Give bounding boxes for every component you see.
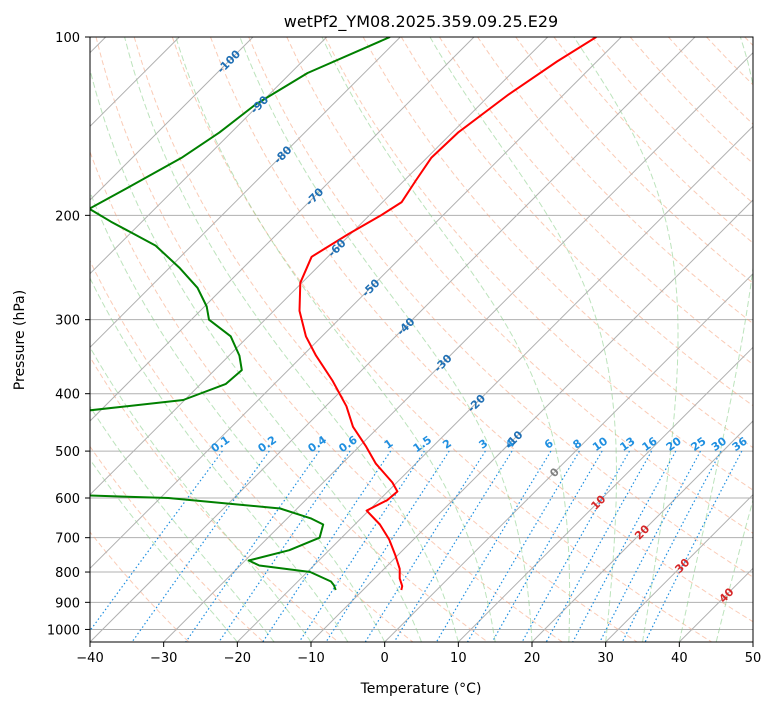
x-tick-label: −10	[297, 651, 324, 666]
dry-adiabat	[95, 37, 563, 642]
y-tick-label: 100	[55, 31, 80, 46]
moist-adiabat	[175, 37, 496, 642]
moist-adiabat	[90, 190, 386, 642]
mixing-ratio-line	[185, 450, 320, 642]
x-tick-label: −40	[76, 651, 103, 666]
mixing-ratio-line	[262, 450, 392, 642]
moist-adiabat	[124, 37, 459, 642]
y-tick-label: 200	[55, 209, 80, 224]
isotherm-line	[90, 37, 549, 496]
dry-adiabat	[90, 150, 488, 642]
y-tick-label: 500	[55, 445, 80, 460]
dry-adiabat	[133, 37, 638, 642]
x-axis-ticks: −40 −30 −20 −10 0 10 20 30 40 50	[76, 642, 761, 666]
dry-adiabat	[90, 259, 414, 642]
x-tick-label: −20	[224, 651, 251, 666]
mixing-ratio-line	[491, 450, 603, 642]
chart-title: wetPf2_YM08.2025.359.09.25.E29	[284, 12, 558, 32]
isotherm-line	[90, 37, 475, 422]
moist-adiabat	[90, 346, 312, 642]
mixing-ratio-line	[218, 450, 351, 642]
plot-frame	[89, 36, 754, 643]
y-tick-label: 600	[55, 492, 80, 507]
x-tick-label: −30	[150, 651, 177, 666]
y-tick-label: 300	[55, 314, 80, 329]
dewpoint-profile-line	[90, 37, 391, 591]
isotherm-line	[310, 199, 753, 642]
isotherm-line	[457, 346, 753, 642]
y-tick-label: 1000	[47, 623, 80, 638]
moist-adiabat	[678, 37, 753, 642]
y-axis-label: Pressure (hPa)	[12, 290, 28, 390]
isotherm-line	[163, 51, 753, 642]
isotherm-line	[90, 37, 622, 570]
isotherm-line	[90, 37, 401, 349]
dry-adiabat	[438, 37, 753, 366]
dry-adiabat	[286, 37, 753, 534]
dry-adiabat	[477, 37, 753, 325]
x-tick-label: 0	[381, 651, 389, 666]
dry-adiabat	[362, 37, 753, 449]
moist-adiabat	[90, 405, 275, 642]
y-tick-label: 700	[55, 532, 80, 547]
dry-adiabat	[210, 37, 753, 623]
x-tick-label: 10	[450, 651, 467, 666]
moist-adiabat	[573, 37, 679, 642]
mixing-ratio-line	[545, 450, 653, 642]
dry-adiabat	[324, 37, 753, 491]
mixing-ratio-line	[621, 450, 722, 642]
dry-adiabat	[90, 531, 190, 642]
plot-area	[90, 37, 753, 642]
isotherm-line	[236, 125, 753, 642]
isotherm-line	[90, 37, 328, 275]
y-axis-ticks: 100 200 300 400 500 600 700 800 900 1000	[47, 31, 90, 638]
mixing-ratio-line	[521, 450, 631, 642]
mixing-ratio-line	[572, 450, 677, 642]
y-tick-label: 900	[55, 596, 80, 611]
moist-adiabat	[429, 37, 617, 642]
dry-adiabat	[90, 445, 264, 642]
isotherm-line	[384, 272, 753, 642]
isotherm-line	[605, 493, 753, 642]
moist-adiabat	[90, 277, 349, 642]
mixing-ratio-line	[599, 450, 702, 642]
x-tick-label: 20	[524, 651, 541, 666]
moist-adiabat	[90, 458, 238, 642]
moist-adiabat	[321, 37, 571, 642]
dry-adiabat	[90, 356, 339, 642]
x-tick-label: 30	[597, 651, 614, 666]
y-tick-label: 400	[55, 388, 80, 403]
x-tick-label: 50	[745, 651, 762, 666]
x-tick-label: 40	[671, 651, 688, 666]
x-axis-label: Temperature (°C)	[360, 681, 482, 697]
mixing-ratio-line	[298, 450, 425, 642]
series-layer	[90, 37, 597, 591]
isotherm-line	[90, 37, 254, 201]
moist-adiabat	[90, 67, 422, 642]
mixing-ratio-line	[90, 450, 223, 632]
dry-adiabat	[248, 37, 753, 578]
dry-adiabat	[400, 37, 753, 407]
mixing-ratio-line	[393, 450, 513, 642]
y-tick-label: 800	[55, 566, 80, 581]
mixing-ratio-line	[644, 450, 743, 642]
moist-adiabat	[239, 37, 533, 642]
dry-adiabat	[515, 37, 753, 284]
temperature-profile-line	[298, 37, 597, 591]
isotherm-line	[90, 37, 696, 642]
isotherm-line	[531, 420, 753, 642]
